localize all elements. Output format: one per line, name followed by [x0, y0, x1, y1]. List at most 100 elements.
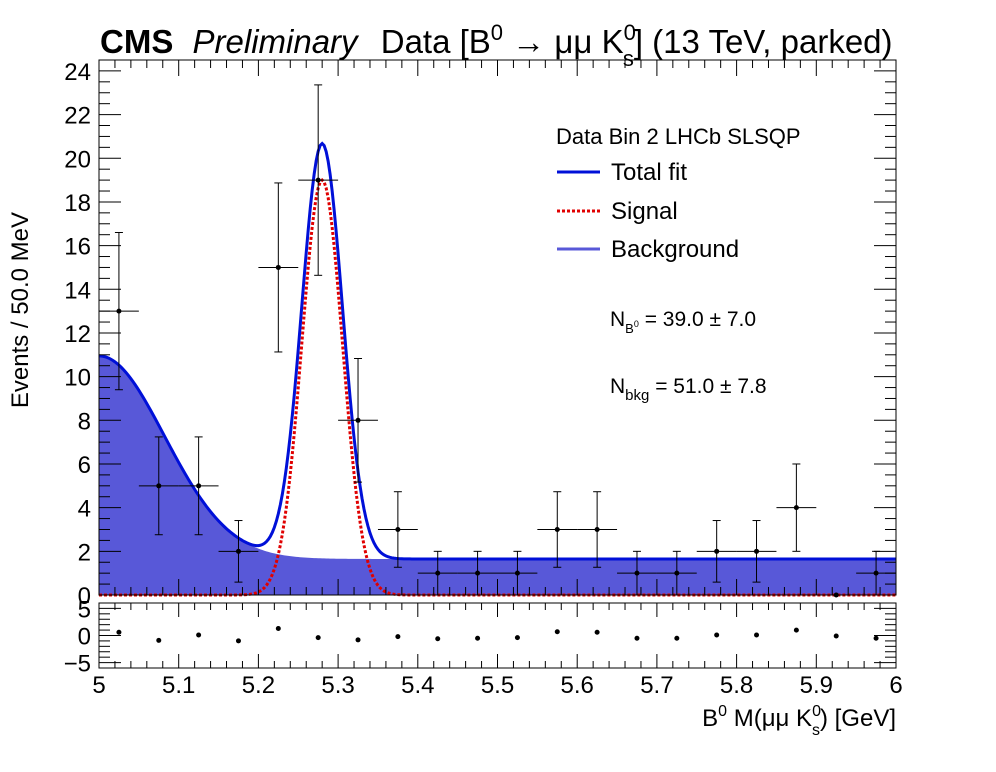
data-point-marker	[714, 548, 720, 554]
y-tick-label: 4	[78, 496, 91, 523]
data-point-marker	[793, 505, 799, 511]
data-point-marker	[315, 177, 321, 183]
x-tick-label: 5.7	[640, 672, 673, 699]
data-point-marker	[355, 417, 361, 423]
x-tick-label: 5.6	[561, 672, 594, 699]
y-axis-label: Events / 50.0 MeV	[7, 212, 34, 408]
data-point-marker	[156, 483, 162, 489]
y-tick-label: 22	[64, 103, 91, 130]
x-tick-label: 5.4	[401, 672, 434, 699]
data-point-marker	[554, 526, 560, 532]
y-tick-label: 12	[64, 321, 91, 348]
pull-marker	[554, 629, 560, 635]
title-part-1: 0	[491, 20, 503, 45]
y-tick-label: 18	[64, 190, 91, 217]
x-tick-label: 5.9	[800, 672, 833, 699]
y-tick-label: 10	[64, 365, 91, 392]
data-point	[577, 491, 618, 568]
pull-marker	[156, 637, 162, 643]
data-point-marker	[873, 570, 879, 576]
data-point-marker	[475, 570, 481, 576]
x-tick-label: 5.5	[481, 672, 514, 699]
legend: Data Bin 2 LHCb SLSQP Total fit Signal B…	[556, 124, 801, 263]
legend-signal-label: Signal	[611, 198, 678, 225]
pull-marker	[435, 636, 441, 642]
title-part-3: 0	[624, 20, 636, 45]
y-tick-label: 6	[78, 452, 91, 479]
x-tick-label: 6	[889, 672, 902, 699]
signal-yield-annotation: NB0 = 39.0 ± 7.0	[610, 308, 756, 336]
y-tick-label: 20	[64, 146, 91, 173]
legend-total-label: Total fit	[611, 159, 687, 186]
pull-marker	[235, 638, 241, 644]
title-part-4: s	[623, 46, 634, 71]
data-point	[178, 436, 219, 536]
data-point	[298, 84, 339, 276]
preliminary-label: Preliminary	[193, 23, 361, 60]
y-tick-label: 14	[64, 277, 91, 304]
pull-marker	[634, 635, 640, 641]
y-tick-label: 16	[64, 234, 91, 261]
y-tick-label: 2	[78, 539, 91, 566]
pull-marker	[315, 635, 321, 641]
data-point	[617, 550, 657, 596]
x-tick-label: 5.1	[162, 672, 195, 699]
data-point	[776, 463, 817, 552]
y-tick-label: 0	[78, 583, 91, 610]
data-point	[736, 520, 777, 583]
total-fit-curve	[98, 141, 896, 561]
data-point-marker	[634, 570, 640, 576]
pull-axis-ticks: −505 5 5.1 5.2 5.3 5.4 5.5 5.6 5.7 5.8 5.9 6	[64, 596, 903, 699]
cms-label: CMS	[100, 23, 173, 60]
background-area-layer	[99, 355, 896, 595]
data-points-layer	[99, 84, 896, 598]
background-fill-area	[99, 355, 896, 595]
x-tick-label: 5.2	[242, 672, 275, 699]
pull-marker	[793, 627, 799, 633]
data-point-marker	[116, 308, 122, 314]
background-yield-annotation: Nbkg = 51.0 ± 7.8	[610, 375, 767, 404]
pull-marker	[754, 632, 760, 638]
pull-marker	[674, 635, 680, 641]
data-point	[377, 491, 418, 568]
data-point-marker	[754, 548, 760, 554]
data-point-marker	[435, 570, 441, 576]
data-point	[258, 182, 299, 353]
y-tick-label: 8	[78, 408, 91, 435]
data-point	[338, 358, 378, 483]
data-point	[218, 520, 259, 583]
pull-marker	[714, 632, 720, 638]
chart-title: CMS Preliminary Data [B0 → μμ K0 s] (13 T…	[100, 20, 893, 71]
x-axis-label: B0 M(μμ K0 s) [GeV]	[702, 703, 896, 739]
pull-marker	[355, 637, 361, 643]
pull-marker	[833, 633, 839, 639]
x-tick-label: 5	[92, 672, 105, 699]
data-point-marker	[395, 526, 401, 532]
data-point-marker	[514, 570, 520, 576]
pull-marker	[196, 632, 202, 638]
pull-y-tick-label: −5	[64, 651, 91, 678]
legend-header: Data Bin 2 LHCb SLSQP	[556, 124, 801, 149]
data-point	[457, 550, 498, 596]
title-part-0: Data [B	[381, 23, 491, 60]
pull-marker	[594, 629, 600, 635]
data-point-marker	[275, 264, 281, 270]
data-point-marker	[196, 483, 202, 489]
x-tick-label: 5.3	[321, 672, 354, 699]
pull-marker	[395, 634, 401, 640]
pull-marker	[275, 625, 281, 631]
legend-background-label: Background	[611, 236, 739, 263]
pull-marker	[873, 635, 879, 641]
pull-marker	[116, 629, 122, 635]
y-tick-label: 24	[64, 59, 91, 86]
data-point-marker	[594, 526, 600, 532]
pull-y-tick-label: 0	[78, 624, 91, 651]
pull-y-tick-label: 5	[78, 596, 91, 623]
data-point-marker	[235, 548, 241, 554]
data-point-marker	[674, 570, 680, 576]
data-point	[696, 520, 737, 583]
data-point	[537, 491, 578, 568]
pull-marker	[475, 635, 481, 641]
